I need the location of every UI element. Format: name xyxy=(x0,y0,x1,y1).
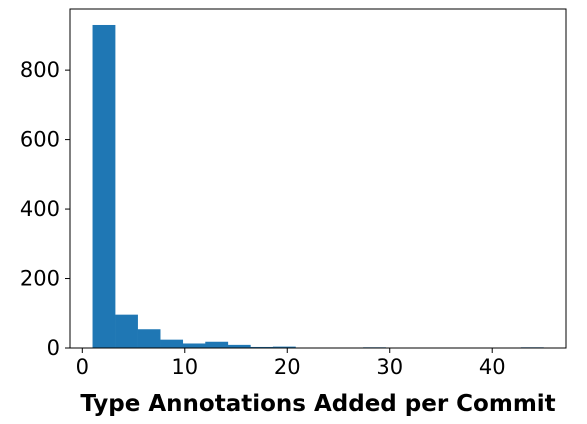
x-axis-ticks: 0 10 20 30 40 xyxy=(76,348,506,379)
histogram-bar-2 xyxy=(137,329,161,348)
histogram-bar-4 xyxy=(182,343,206,348)
histogram-bar-5 xyxy=(205,341,229,348)
y-tick-label: 0 xyxy=(47,336,60,360)
y-tick-label: 400 xyxy=(20,197,60,221)
histogram-bar-6 xyxy=(227,344,251,348)
x-tick-label: 30 xyxy=(376,355,403,379)
plot-area-frame xyxy=(69,8,567,349)
x-tick-label: 10 xyxy=(171,355,198,379)
y-tick-label: 200 xyxy=(20,267,60,291)
y-tick-label: 800 xyxy=(20,58,60,82)
histogram-bar-0 xyxy=(92,24,116,349)
histogram-bar-8 xyxy=(272,346,296,348)
x-axis-label: Type Annotations Added per Commit xyxy=(80,391,555,417)
x-tick-label: 20 xyxy=(274,355,301,379)
histogram-bar-3 xyxy=(160,339,184,348)
histogram-bar-7 xyxy=(250,346,274,348)
histogram-bar-1 xyxy=(115,314,138,348)
bars xyxy=(92,24,544,349)
x-tick-label: 0 xyxy=(76,355,89,379)
x-tick-label: 40 xyxy=(479,355,506,379)
y-axis-ticks: 0 200 400 600 800 xyxy=(20,58,70,360)
y-tick-label: 600 xyxy=(20,128,60,152)
